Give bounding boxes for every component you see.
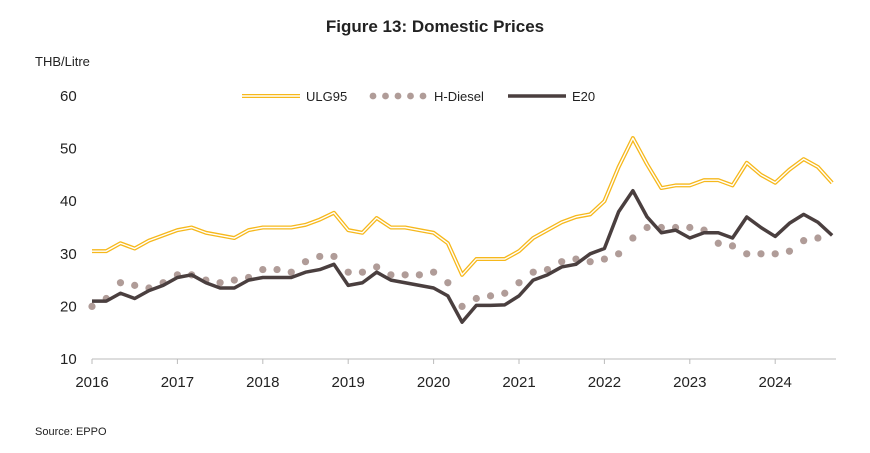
- y-tick-label: 10: [60, 351, 77, 368]
- series-h-diesel-point: [330, 252, 338, 261]
- x-tick-label: 2017: [161, 374, 194, 391]
- x-tick-label: 2022: [588, 374, 621, 391]
- x-tick-label: 2023: [673, 374, 706, 391]
- source-note: Source: EPPO: [35, 426, 107, 438]
- series-h-diesel-point: [800, 237, 808, 245]
- y-tick-label: 60: [60, 88, 77, 105]
- y-tick-label: 20: [60, 298, 77, 315]
- legend-label: H-Diesel: [434, 89, 484, 104]
- x-tick-label: 2018: [246, 374, 279, 391]
- series-h-diesel-point: [358, 268, 367, 276]
- series-h-diesel-point: [131, 281, 139, 289]
- series-h-diesel-point: [771, 250, 779, 258]
- series-h-diesel-point: [387, 271, 395, 279]
- legend-h-diesel-swatch: [394, 92, 402, 100]
- x-tick-label: 2021: [502, 374, 535, 391]
- series-ulg95-line: [92, 136, 834, 277]
- legend-h-diesel-swatch: [407, 92, 414, 100]
- series-h-diesel-point: [814, 234, 822, 242]
- series-h-diesel-point: [88, 302, 96, 310]
- series-h-diesel-point: [643, 223, 651, 232]
- series-h-diesel-point: [558, 258, 566, 266]
- series-h-diesel-point: [259, 265, 267, 274]
- series-h-diesel-point: [301, 258, 310, 266]
- series-h-diesel-point: [316, 252, 324, 261]
- series-h-diesel-point: [472, 294, 480, 303]
- series-h-diesel-point: [686, 223, 694, 232]
- x-tick-label: 2024: [759, 374, 792, 391]
- series-h-diesel-point: [600, 255, 609, 263]
- series-h-diesel-point: [515, 279, 523, 287]
- series-h-diesel-point: [287, 268, 295, 276]
- series-h-diesel-point: [458, 302, 466, 310]
- series-ulg95-line-inner: [92, 137, 833, 276]
- legend-h-diesel-swatch: [369, 92, 377, 100]
- legend-label: E20: [572, 89, 595, 104]
- series-h-diesel-point: [116, 279, 125, 287]
- series-h-diesel-point: [415, 271, 423, 279]
- y-tick-label: 50: [60, 141, 77, 158]
- chart-title: Figure 13: Domestic Prices: [325, 17, 545, 36]
- series-h-diesel-point: [529, 268, 537, 276]
- y-tick-label: 30: [60, 246, 77, 263]
- x-tick-label: 2020: [417, 374, 450, 391]
- series-h-diesel-point: [373, 263, 381, 271]
- series-h-diesel-point: [430, 268, 438, 276]
- y-axis-label: THB/Litre: [35, 54, 90, 69]
- legend-h-diesel-swatch: [419, 92, 427, 100]
- x-tick-label: 2019: [332, 374, 365, 391]
- series-h-diesel-point: [615, 250, 623, 258]
- legend-label: ULG95: [306, 89, 347, 104]
- x-tick-label: 2016: [75, 374, 108, 391]
- y-tick-label: 40: [60, 193, 77, 210]
- series-h-diesel-point: [543, 265, 552, 274]
- series-h-diesel-point: [273, 265, 281, 274]
- series-h-diesel-point: [230, 276, 238, 284]
- legend-h-diesel-swatch: [382, 92, 389, 100]
- series-h-diesel-point: [501, 289, 509, 297]
- series-h-diesel-point: [785, 247, 794, 255]
- series-h-diesel-point: [344, 268, 352, 276]
- series-e20-line: [92, 188, 834, 324]
- series-h-diesel-point: [401, 271, 409, 279]
- series-h-diesel-point: [728, 242, 737, 250]
- series-h-diesel-point: [216, 279, 224, 287]
- series-h-diesel-point: [743, 250, 751, 258]
- series-h-diesel-point: [714, 239, 722, 247]
- series-h-diesel-point: [486, 292, 495, 300]
- series-h-diesel-point: [444, 279, 452, 287]
- series-h-diesel-point: [629, 234, 637, 242]
- series-h-diesel-point: [586, 258, 594, 266]
- series-h-diesel-point: [757, 250, 765, 258]
